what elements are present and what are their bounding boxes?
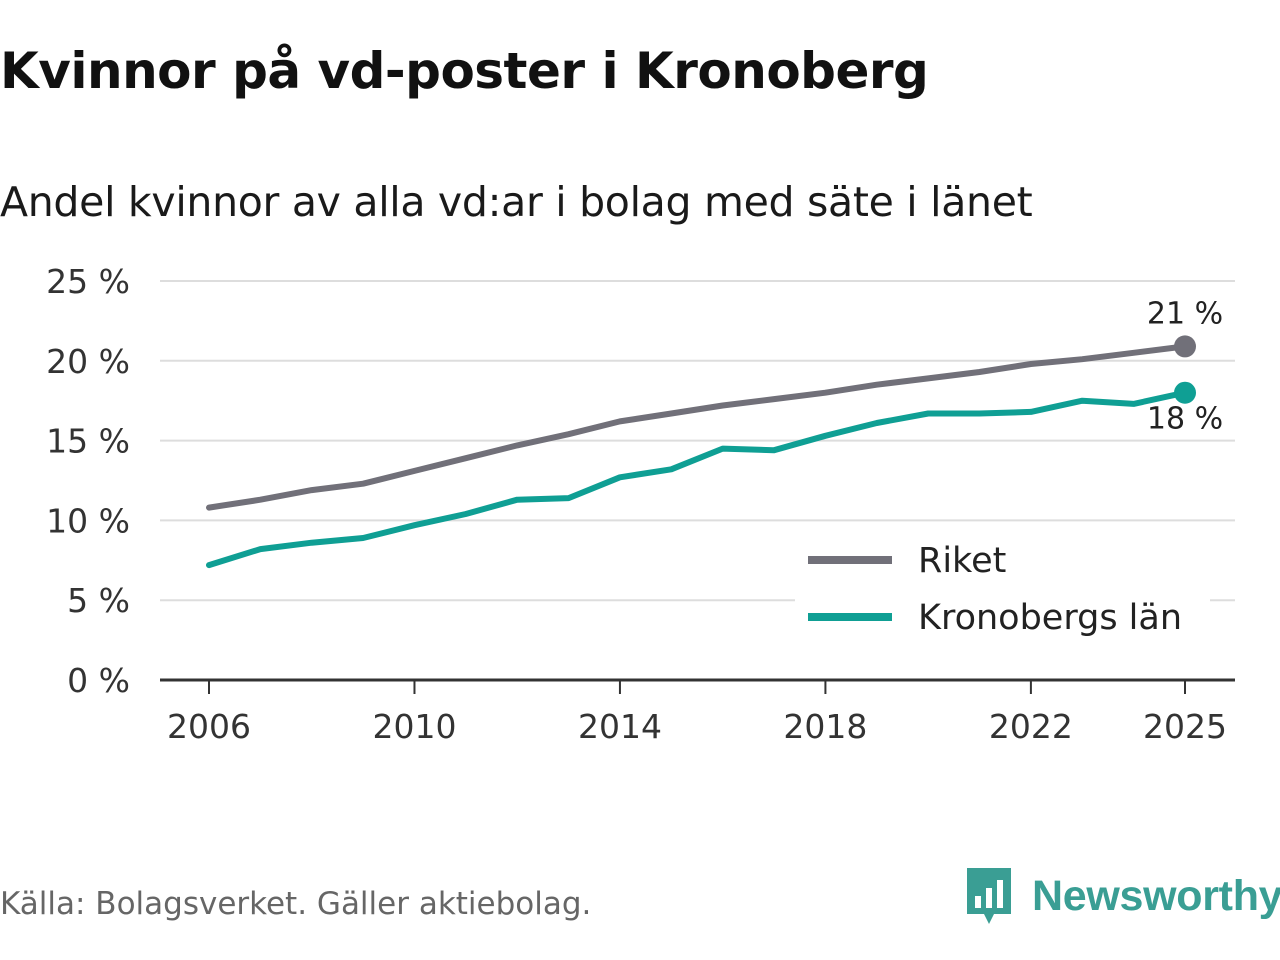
chart-title: Kvinnor på vd-poster i Kronoberg xyxy=(0,42,929,100)
y-tick-label: 15 % xyxy=(46,422,130,461)
x-axis: 2006 2010 2014 2018 2022 2025 xyxy=(160,678,1235,746)
series-end-marker xyxy=(1174,335,1196,358)
legend-item-label: Riket xyxy=(918,541,1006,581)
series-line-riket xyxy=(206,343,1188,511)
x-tick-label: 2025 xyxy=(1143,707,1227,746)
end-value-label: 21 % xyxy=(1147,296,1223,331)
newsworthy-logo-text: Newsworthy xyxy=(1032,871,1280,920)
source-note: Källa: Bolagsverket. Gäller aktiebolag. xyxy=(0,886,592,922)
newsworthy-logo: Newsworthy xyxy=(964,866,1280,926)
x-tick-label: 2018 xyxy=(783,707,867,746)
y-tick-label: 20 % xyxy=(46,342,130,381)
y-tick-label: 10 % xyxy=(46,501,130,540)
y-axis-ticks: 0 % 5 % 10 % 15 % 20 % 25 % xyxy=(46,262,130,700)
newsworthy-logo-icon xyxy=(967,868,1011,924)
legend-background xyxy=(795,528,1210,656)
y-tick-label: 0 % xyxy=(67,661,130,700)
y-tick-label: 5 % xyxy=(67,581,130,620)
series xyxy=(206,335,1196,569)
legend: Riket Kronobergs län xyxy=(795,528,1210,656)
x-tick-label: 2022 xyxy=(989,707,1073,746)
x-tick-label: 2014 xyxy=(578,707,662,746)
series-line-kronoberg xyxy=(206,389,1188,569)
end-labels: 21 % 18 % xyxy=(1147,296,1223,436)
y-tick-label: 25 % xyxy=(46,262,130,301)
series-end-marker xyxy=(1174,381,1196,404)
chart-subtitle: Andel kvinnor av alla vd:ar i bolag med … xyxy=(0,178,1033,226)
x-tick-label: 2010 xyxy=(372,707,456,746)
end-value-label: 18 % xyxy=(1147,402,1223,437)
x-tick-label: 2006 xyxy=(167,707,251,746)
line-chart: 0 %5 %10 %15 %20 %25 % 2006 2010 2014 2018 2… xyxy=(46,262,1235,746)
legend-item-label: Kronobergs län xyxy=(918,598,1182,638)
